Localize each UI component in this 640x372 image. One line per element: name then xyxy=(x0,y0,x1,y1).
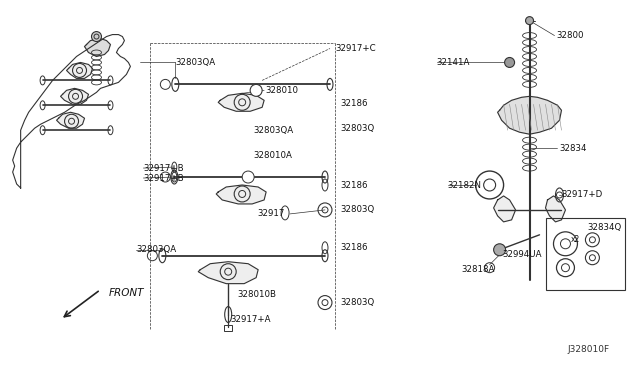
Text: 32994UA: 32994UA xyxy=(502,250,542,259)
Text: 32803Q: 32803Q xyxy=(340,124,374,133)
Text: 32803QA: 32803QA xyxy=(175,58,216,67)
Polygon shape xyxy=(198,262,258,283)
Circle shape xyxy=(525,17,534,25)
Bar xyxy=(224,326,232,331)
Circle shape xyxy=(92,32,102,42)
Polygon shape xyxy=(13,35,131,188)
Polygon shape xyxy=(84,39,111,57)
Text: 32186: 32186 xyxy=(340,180,367,189)
Text: J328010F: J328010F xyxy=(567,345,609,355)
Text: 328010B: 328010B xyxy=(237,290,276,299)
Text: 32834: 32834 xyxy=(559,144,587,153)
Text: FRONT: FRONT xyxy=(108,288,144,298)
Polygon shape xyxy=(61,89,88,104)
Polygon shape xyxy=(498,96,561,134)
Text: 32917+B: 32917+B xyxy=(143,164,184,173)
Polygon shape xyxy=(493,196,516,222)
Polygon shape xyxy=(216,185,266,204)
Circle shape xyxy=(250,84,262,96)
Text: 32800: 32800 xyxy=(557,31,584,40)
Text: 32818A: 32818A xyxy=(461,265,495,274)
Text: 32917+A: 32917+A xyxy=(230,315,271,324)
Polygon shape xyxy=(218,93,264,111)
Text: 32917: 32917 xyxy=(257,209,285,218)
Text: 32803Q: 32803Q xyxy=(340,298,374,307)
Circle shape xyxy=(493,244,506,256)
Text: 32186: 32186 xyxy=(340,99,367,108)
Text: x2: x2 xyxy=(570,235,580,244)
Circle shape xyxy=(504,58,515,67)
Circle shape xyxy=(242,171,254,183)
Text: 32803QA: 32803QA xyxy=(253,126,293,135)
Text: 328010A: 328010A xyxy=(253,151,292,160)
Bar xyxy=(545,218,625,290)
Polygon shape xyxy=(56,112,84,128)
Text: 328010: 328010 xyxy=(265,86,298,95)
Polygon shape xyxy=(545,196,566,222)
Text: 32141A: 32141A xyxy=(436,58,470,67)
Text: 32834Q: 32834Q xyxy=(588,223,621,232)
Text: 32803Q: 32803Q xyxy=(340,205,374,214)
Text: 32917+C: 32917+C xyxy=(335,44,376,53)
Text: 32803QA: 32803QA xyxy=(136,245,177,254)
Text: 32917+D: 32917+D xyxy=(561,190,603,199)
Text: 32186: 32186 xyxy=(340,243,367,252)
Text: 32917+B: 32917+B xyxy=(143,173,184,183)
Polygon shape xyxy=(67,62,93,78)
Text: 32182N: 32182N xyxy=(448,180,482,189)
